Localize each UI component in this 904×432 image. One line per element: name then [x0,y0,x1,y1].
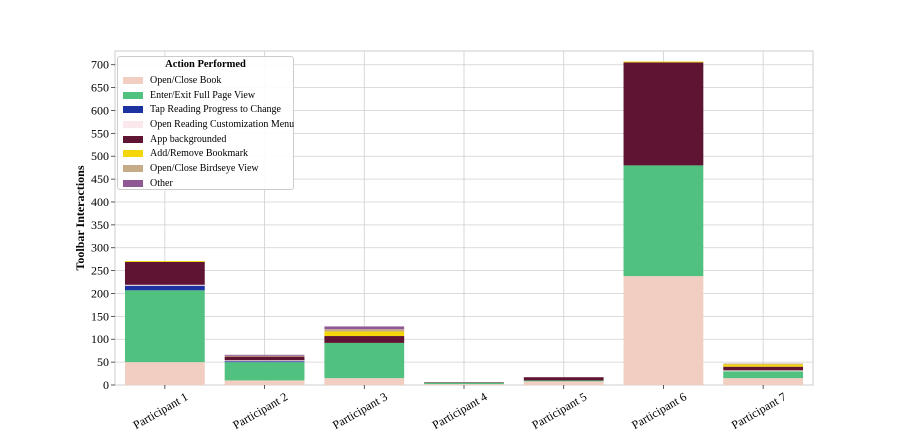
y-tick-label: 250 [91,264,109,278]
bar-segment [224,355,305,357]
bar-segment [124,261,205,262]
bar-segment [224,360,305,362]
bar-segment [523,381,604,385]
bar-segment [623,61,704,63]
legend-title: Action Performed [165,59,246,70]
bar-segment [723,366,804,371]
bar-segment [324,336,405,343]
legend-swatch [123,91,143,99]
legend-item: Enter/Exit Full Page View [118,88,293,103]
bar-segment [224,361,305,363]
y-tick-label: 350 [91,218,109,232]
legend-item: Add/Remove Bookmark [118,146,293,161]
legend-item: Open Reading Customization Menu [118,117,295,132]
legend-label: Open/Close Birdseye View [150,162,259,174]
legend-label: Enter/Exit Full Page View [150,89,256,101]
x-tick-label: Participant 1 [131,389,191,432]
y-tick-label: 700 [91,58,109,72]
y-axis-ticks: 0 50 100 150 200 250 300 350 400 450 500 550 600 650 7… [91,58,115,392]
y-tick-label: 650 [91,81,109,95]
legend-label: Add/Remove Bookmark [150,148,249,160]
legend-swatch [123,135,143,143]
x-tick-label: Participant 4 [430,389,490,432]
y-tick-label: 300 [91,241,109,255]
y-tick-label: 100 [91,332,109,346]
bar-segment [124,362,205,385]
y-tick-label: 50 [97,355,109,369]
bar-segment [723,371,804,379]
legend-label: Other [150,177,173,189]
legend-swatch [123,164,143,172]
bar-segment [324,342,405,379]
bar-segment [224,356,305,361]
legend-swatch [123,150,143,158]
bar-segment [324,329,405,332]
x-tick-label: Participant 3 [330,389,390,432]
bar-segment [623,276,704,385]
bar-segment [723,363,804,365]
bar-segment [124,284,205,286]
bar-segment [523,377,604,381]
legend-swatch [123,106,143,114]
bar-segment [424,384,504,385]
legend-label: Open/Close Book [150,74,222,86]
bar-segment [424,382,504,385]
bar-segment [324,378,405,385]
legend-item: Open/Close Book [118,73,293,88]
bar-segment [324,326,405,330]
y-tick-label: 0 [103,378,109,392]
bar-segment [324,331,405,337]
bar-stacks [124,61,804,385]
y-tick-label: 450 [91,172,109,186]
y-tick-label: 600 [91,103,109,117]
x-tick-label: Participant 6 [629,389,689,432]
legend-items: Open/Close Book Enter/Exit Full Page View… [118,73,295,191]
legend-swatch [123,179,143,187]
bar-segment [124,285,205,291]
y-tick-label: 550 [91,126,109,140]
x-tick-label: Participant 5 [529,389,589,432]
y-tick-label: 200 [91,286,109,300]
bar-segment [723,378,804,385]
bar-segment [723,364,804,367]
y-tick-label: 400 [91,195,109,209]
legend-item: App backgrounded [118,132,293,147]
legend-swatch [123,76,143,84]
bar-segment [424,382,504,383]
legend-item: Other [118,176,293,191]
x-tick-label: Participant 7 [729,389,789,432]
bar-segment [623,165,704,277]
bar-segment [224,380,305,385]
bar-segment [124,290,205,363]
y-axis-label: Toolbar Interactions [73,165,87,270]
x-axis-ticks: Participant 1 Participant 2 Participant 3 P… [131,385,789,432]
legend-label: Tap Reading Progress to Change [150,104,281,116]
y-tick-label: 500 [91,149,109,163]
legend-label: Open Reading Customization Menu [150,118,295,130]
legend-item: Open/Close Birdseye View [118,161,293,176]
legend-label: App backgrounded [150,133,227,145]
bar-segment [224,362,305,381]
y-tick-label: 150 [91,309,109,323]
x-tick-label: Participant 2 [230,389,290,432]
bar-segment [623,62,704,166]
legend: Action Performed Open/Close Book Enter/Ex… [117,56,294,190]
bar-segment [723,370,804,372]
bar-segment [523,380,604,382]
legend-swatch [123,120,143,128]
legend-item: Tap Reading Progress to Change [118,102,293,117]
bar-segment [124,261,205,285]
bar-segment [224,354,305,356]
